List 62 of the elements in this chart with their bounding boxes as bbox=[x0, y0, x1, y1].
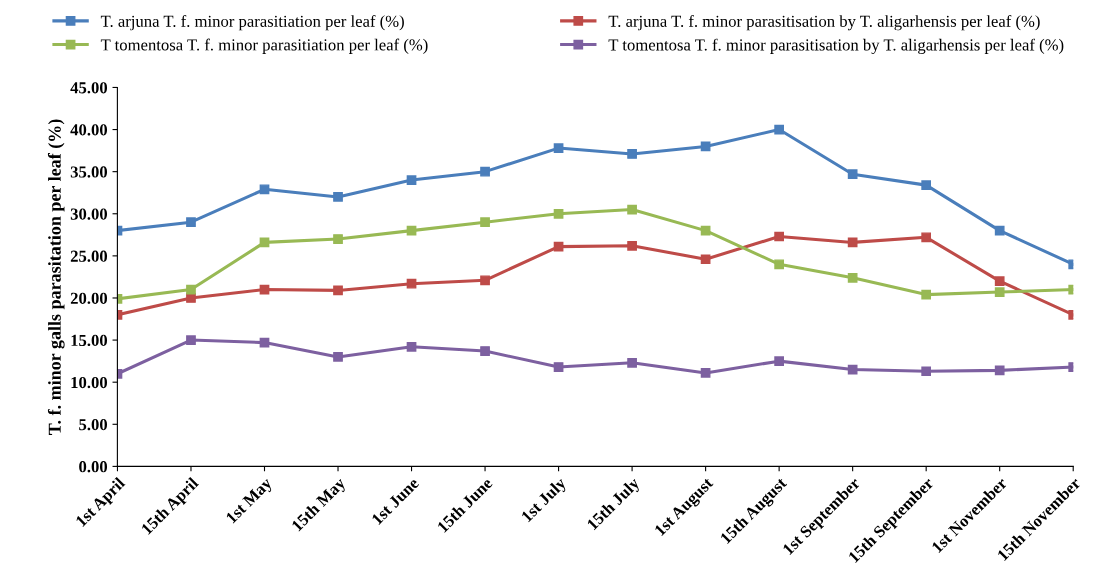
legend-label: T tomentosa T. f. minor parasitiation per leaf (%) bbox=[100, 38, 428, 54]
y-tick-label: 15.00 bbox=[71, 334, 108, 347]
point bbox=[333, 285, 343, 296]
legend-label: T tomentosa T. f. minor parasitisation by T. aligarhensis per leaf (%) bbox=[608, 38, 1064, 54]
legend-label: T. arjuna T. f. minor parasitisation by T. aligarhensis per leaf (%) bbox=[608, 15, 1040, 31]
point bbox=[333, 352, 343, 362]
y-tick-label: 20.00 bbox=[70, 292, 108, 304]
point bbox=[774, 356, 784, 366]
point bbox=[627, 357, 637, 368]
y-tick-label: 25.00 bbox=[70, 250, 108, 262]
point bbox=[406, 175, 417, 185]
point bbox=[406, 278, 417, 289]
point bbox=[847, 272, 858, 283]
point bbox=[627, 240, 637, 251]
x-tick-label: 15th July bbox=[586, 476, 643, 533]
point bbox=[994, 287, 1005, 297]
y-tick-label: 30.00 bbox=[70, 208, 108, 220]
y-tick-label: 35.00 bbox=[70, 166, 108, 178]
point bbox=[700, 254, 711, 265]
point bbox=[921, 232, 932, 243]
point bbox=[994, 365, 1005, 376]
point bbox=[627, 204, 637, 215]
point bbox=[774, 231, 784, 242]
point bbox=[186, 284, 196, 295]
y-tick-label: 10.00 bbox=[71, 376, 108, 389]
point bbox=[994, 276, 1005, 286]
point bbox=[553, 143, 564, 153]
y-tick-label: 45.00 bbox=[70, 82, 108, 94]
point bbox=[627, 149, 637, 159]
point bbox=[333, 192, 343, 202]
point bbox=[186, 335, 196, 345]
y-axis-title: T. f. minor galls parasitation per leaf (%) bbox=[47, 119, 65, 435]
point bbox=[480, 346, 490, 356]
point bbox=[186, 217, 196, 228]
x-tick-label: 1st July bbox=[520, 476, 570, 525]
point bbox=[406, 341, 417, 352]
point bbox=[847, 169, 858, 180]
point bbox=[847, 237, 858, 248]
point bbox=[186, 293, 196, 303]
point bbox=[774, 124, 784, 135]
x-tick-label: 15th June bbox=[436, 476, 494, 533]
point bbox=[921, 366, 932, 377]
point bbox=[553, 362, 564, 372]
point bbox=[553, 208, 564, 219]
point bbox=[259, 184, 270, 195]
x-tick-label: 1st May bbox=[225, 476, 276, 527]
point bbox=[333, 234, 343, 244]
y-tick-label: 5.00 bbox=[79, 418, 108, 431]
x-tick-label: 1st June bbox=[371, 476, 420, 526]
point bbox=[921, 180, 932, 190]
point bbox=[921, 289, 932, 300]
x-tick-label: 15th May bbox=[290, 476, 349, 535]
y-tick-label: 0.00 bbox=[79, 461, 108, 473]
point bbox=[700, 368, 711, 378]
point bbox=[847, 364, 858, 375]
y-tick-label: 40.00 bbox=[70, 124, 108, 136]
point bbox=[994, 225, 1005, 236]
point bbox=[480, 217, 490, 228]
legend-label: T. arjuna T. f. minor parasitiation per leaf (%) bbox=[100, 15, 404, 31]
point bbox=[774, 259, 784, 270]
point bbox=[480, 166, 490, 177]
point bbox=[480, 275, 490, 286]
